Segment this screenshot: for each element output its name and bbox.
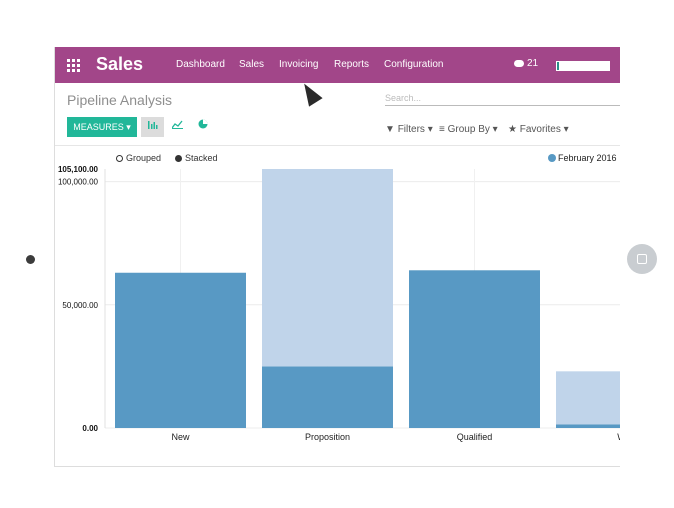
bar-chart-icon <box>147 121 157 129</box>
grouped-label: Grouped <box>126 153 162 163</box>
tablet-camera-dot <box>26 255 35 264</box>
bar-proposition <box>262 366 393 428</box>
line-chart-icon <box>171 120 183 129</box>
bar-proposition <box>262 169 393 367</box>
radio-filled-icon <box>175 155 182 162</box>
legend-series-label: February 2016 <box>558 153 617 163</box>
favorites-dropdown[interactable]: ★ Favorites ▾ <box>508 124 569 135</box>
app-title: Sales <box>96 54 144 74</box>
bar-qualified <box>409 270 540 428</box>
stacked-label: Stacked <box>185 153 218 163</box>
page-title: Pipeline Analysis <box>67 92 173 108</box>
star-icon: ★ <box>508 124 517 135</box>
menu-reports[interactable]: Reports <box>334 59 370 70</box>
bar-chart-view-button[interactable] <box>141 117 164 137</box>
group-by-label: Group By <box>447 124 490 135</box>
list-icon: ≡ <box>439 124 445 135</box>
menu-configuration[interactable]: Configuration <box>384 59 444 70</box>
pie-chart-icon <box>198 119 207 129</box>
x-tick-label: W <box>617 432 620 442</box>
x-tick-label: Proposition <box>305 432 350 442</box>
y-tick-label: 100,000.00 <box>58 178 99 187</box>
menu-dashboard[interactable]: Dashboard <box>176 59 225 70</box>
stacked-toggle[interactable]: Stacked <box>175 153 218 163</box>
search-input[interactable]: Search... <box>385 91 620 106</box>
bar-w <box>556 371 620 425</box>
menu-sales[interactable]: Sales <box>239 59 265 70</box>
bar-chart: 0.00 50,000.00 100,000.00 105,100.00 New Prop… <box>58 153 620 442</box>
home-square-icon <box>637 254 647 264</box>
filters-label: Filters <box>397 124 425 135</box>
y-tick-label: 50,000.00 <box>62 301 98 310</box>
measures-button[interactable]: MEASURES ▾ <box>67 117 137 137</box>
y-tick-label: 0.00 <box>82 424 98 433</box>
chat-bubble-icon <box>514 60 524 67</box>
app-screen: Sales Dashboard Sales Invoicing Reports … <box>54 47 620 467</box>
tablet-home-button[interactable] <box>627 244 657 274</box>
x-tick-label: New <box>171 432 190 442</box>
group-by-dropdown[interactable]: ≡ Group By ▾ <box>439 124 498 135</box>
legend-dot-icon <box>548 154 556 162</box>
chat-count: 21 <box>527 58 539 69</box>
control-panel: Pipeline Analysis Search... MEASURES ▾ ▼… <box>55 83 620 146</box>
apps-grid-icon[interactable] <box>67 59 80 72</box>
filters-dropdown[interactable]: ▼ Filters ▾ <box>385 124 433 135</box>
filter-icon: ▼ <box>385 124 395 135</box>
grouped-toggle[interactable]: Grouped <box>116 153 161 163</box>
radio-empty-icon <box>116 155 123 162</box>
pie-chart-view-button[interactable] <box>191 117 214 137</box>
bar-new <box>115 272 246 428</box>
user-menu[interactable] <box>556 61 610 71</box>
favorites-label: Favorites <box>519 124 561 135</box>
top-navbar: Sales Dashboard Sales Invoicing Reports … <box>55 47 620 83</box>
x-tick-label: Qualified <box>457 432 493 442</box>
y-max-label: 105,100.00 <box>58 165 99 174</box>
bar-w <box>556 424 620 428</box>
menu-invoicing[interactable]: Invoicing <box>279 59 319 70</box>
line-chart-view-button[interactable] <box>166 117 189 137</box>
chat-button[interactable]: 21 <box>514 58 538 69</box>
